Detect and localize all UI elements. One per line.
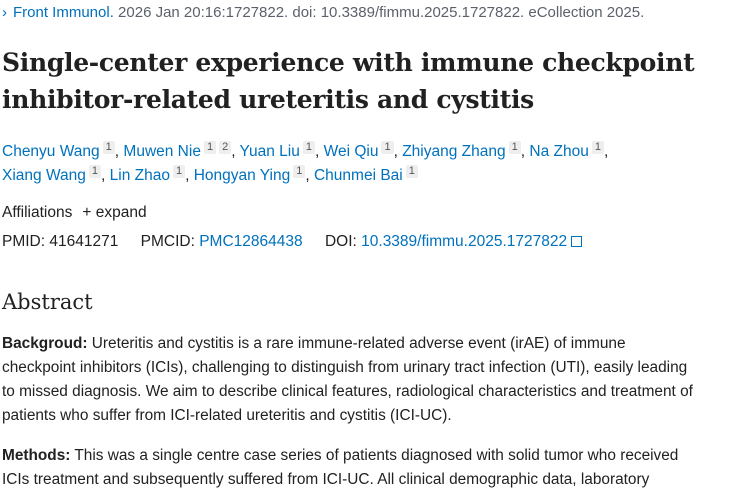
journal-link[interactable]: Front Immunol. [13, 4, 114, 21]
author: Wei Qiu 1 [323, 141, 394, 160]
background-label: Backgroud: [2, 335, 88, 352]
abstract-methods: Methods: This was a single centre case s… [2, 444, 678, 492]
author-link[interactable]: Chenyu Wang [2, 143, 100, 160]
abstract-background: Backgroud: Ureteritis and cystitis is a … [2, 332, 693, 428]
external-link-icon[interactable] [571, 236, 583, 247]
author-list: Chenyu Wang 1, Muwen Nie 1 2, Yuan Liu 1, We… [2, 141, 609, 184]
text-line: to missed diagnosis. We aim to describe … [2, 383, 693, 400]
article-title: Single-center experience with immune che… [2, 48, 695, 114]
affiliation-ref[interactable]: 1 [203, 141, 217, 154]
affiliation-ref[interactable]: 1 [88, 165, 101, 178]
text-line: ICIs treatment and subsequently suffered… [2, 471, 650, 488]
author-link[interactable]: Yuan Liu [239, 143, 300, 160]
affiliation-ref[interactable]: 2 [219, 141, 232, 154]
doi-link[interactable]: 10.3389/fimmu.2025.1727822 [361, 233, 568, 250]
identifiers: PMID: 41641271 PMCID: PMC12864438 DOI: 1… [2, 233, 583, 251]
abstract-heading: Abstract [2, 290, 93, 314]
author: Hongyan Ying 1 [193, 165, 306, 184]
author-link[interactable]: Lin Zhao [109, 167, 170, 184]
text-line: checkpoint inhibitors (ICIs), challengin… [2, 359, 688, 376]
affiliation-ref[interactable]: 1 [508, 141, 521, 154]
pmcid-label: PMCID: [140, 233, 195, 250]
affiliation-ref[interactable]: 1 [405, 165, 418, 178]
author: Yuan Liu 1 [239, 141, 315, 160]
author-link[interactable]: Chunmei Bai [313, 167, 403, 184]
affiliation-ref[interactable]: 1 [381, 141, 394, 154]
citation-details: 2026 Jan 20:16:1727822. doi: 10.3389/fim… [113, 4, 645, 21]
text-line: Ureteritis and cystitis is a rare immune… [87, 335, 626, 352]
affiliation-ref[interactable]: 1 [591, 141, 604, 154]
citation: › Front Immunol. 2026 Jan 20:16:1727822. … [2, 4, 644, 21]
author: Zhiyang Zhang 1 [402, 141, 521, 160]
author: Na Zhou 1 [529, 141, 604, 160]
pmid-label: PMID: [2, 233, 46, 250]
affiliation-ref[interactable]: 1 [302, 141, 315, 154]
affiliations: Affiliations + expand [2, 204, 147, 222]
author-link[interactable]: Na Zhou [529, 143, 589, 160]
author-link[interactable]: Zhiyang Zhang [402, 143, 506, 160]
methods-label: Methods: [2, 447, 71, 464]
author-link[interactable]: Xiang Wang [2, 167, 86, 184]
author-link[interactable]: Hongyan Ying [193, 167, 291, 184]
expand-affiliations-button[interactable]: + expand [82, 204, 147, 221]
affiliation-ref[interactable]: 1 [172, 165, 186, 178]
author-link[interactable]: Wei Qiu [323, 143, 379, 160]
author: Chenyu Wang 1 [2, 141, 115, 160]
author-link[interactable]: Muwen Nie [123, 143, 201, 160]
affiliation-ref[interactable]: 1 [293, 165, 306, 178]
text-line: patients who suffer from ICI-related ure… [2, 407, 452, 424]
doi-label: DOI: [324, 233, 357, 250]
affiliations-label: Affiliations [2, 204, 73, 221]
pmid-value: 41641271 [49, 233, 119, 250]
author: Xiang Wang 1 [2, 165, 101, 184]
affiliation-ref[interactable]: 1 [102, 141, 115, 154]
author: Muwen Nie 1 2 [123, 141, 232, 160]
author: Lin Zhao 1 [109, 165, 186, 184]
chevron-right-icon[interactable]: › [2, 4, 7, 21]
pmcid-link[interactable]: PMC12864438 [199, 233, 303, 250]
author: Chunmei Bai 1 [313, 165, 418, 184]
text-line: This was a single centre case series of … [70, 447, 679, 464]
